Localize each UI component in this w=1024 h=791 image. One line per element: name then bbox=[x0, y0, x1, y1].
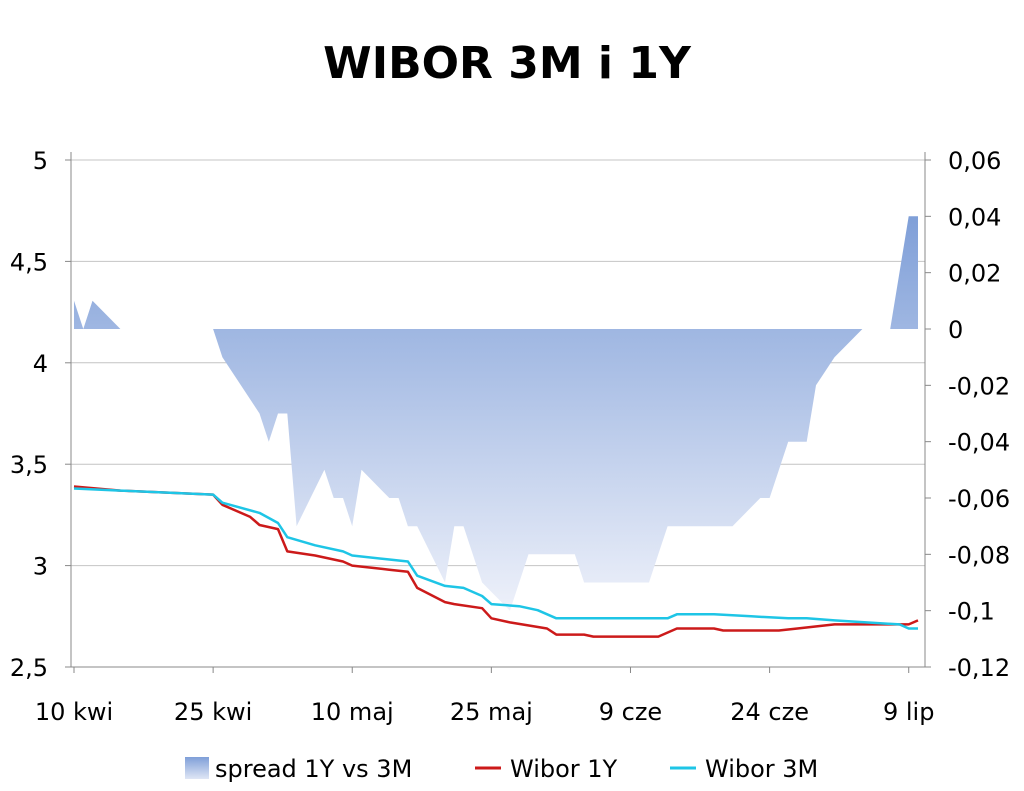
x-tick-label: 9 cze bbox=[599, 698, 662, 726]
y-left-tick-label: 3,5 bbox=[10, 451, 48, 479]
legend-label: spread 1Y vs 3M bbox=[215, 755, 412, 783]
y-right-tick-label: -0,08 bbox=[948, 541, 1010, 569]
wibor-1y-line bbox=[73, 485, 919, 638]
y-right-tick-label: -0,12 bbox=[948, 654, 1010, 682]
y-left-tick-label: 2,5 bbox=[10, 654, 48, 682]
y-right-tick-label: -0,1 bbox=[948, 598, 995, 626]
chart-title: WIBOR 3M i 1Y bbox=[323, 38, 692, 89]
y-right-tick-label: -0,04 bbox=[948, 429, 1010, 457]
y-left-tick-label: 5 bbox=[33, 147, 48, 175]
y-left-tick-label: 4,5 bbox=[10, 248, 48, 276]
axes bbox=[65, 152, 931, 673]
x-tick-label: 9 lip bbox=[883, 698, 934, 726]
legend-swatch-spread bbox=[185, 757, 209, 779]
legend: spread 1Y vs 3M Wibor 1Y Wibor 3M bbox=[185, 755, 818, 783]
y-left-tick-label: 3 bbox=[33, 553, 48, 581]
wibor-3m-line bbox=[73, 487, 918, 630]
spread-area-layer bbox=[74, 216, 918, 611]
y-right-tick-label: 0,06 bbox=[948, 147, 1001, 175]
y-right-tick-label: 0,04 bbox=[948, 203, 1001, 231]
legend-label: Wibor 1Y bbox=[510, 755, 618, 783]
y-right-tick-label: 0,02 bbox=[948, 260, 1001, 288]
x-tick-label: 25 kwi bbox=[174, 698, 252, 726]
x-tick-label: 10 maj bbox=[311, 698, 394, 726]
legend-label: Wibor 3M bbox=[705, 755, 818, 783]
tick-labels: 2,5 3 3,5 4 4,5 5 -0,12 -0,1 -0,08 -0,06 -0,04 -0,0… bbox=[10, 147, 1010, 726]
line-layer bbox=[73, 485, 919, 638]
x-tick-label: 25 maj bbox=[450, 698, 533, 726]
y-right-tick-label: -0,02 bbox=[948, 372, 1010, 400]
y-left-tick-label: 4 bbox=[33, 350, 48, 378]
y-right-tick-label: -0,06 bbox=[948, 485, 1010, 513]
spread-area bbox=[74, 216, 918, 611]
x-tick-label: 10 kwi bbox=[35, 698, 113, 726]
y-right-tick-label: 0 bbox=[948, 316, 963, 344]
x-tick-label: 24 cze bbox=[730, 698, 809, 726]
